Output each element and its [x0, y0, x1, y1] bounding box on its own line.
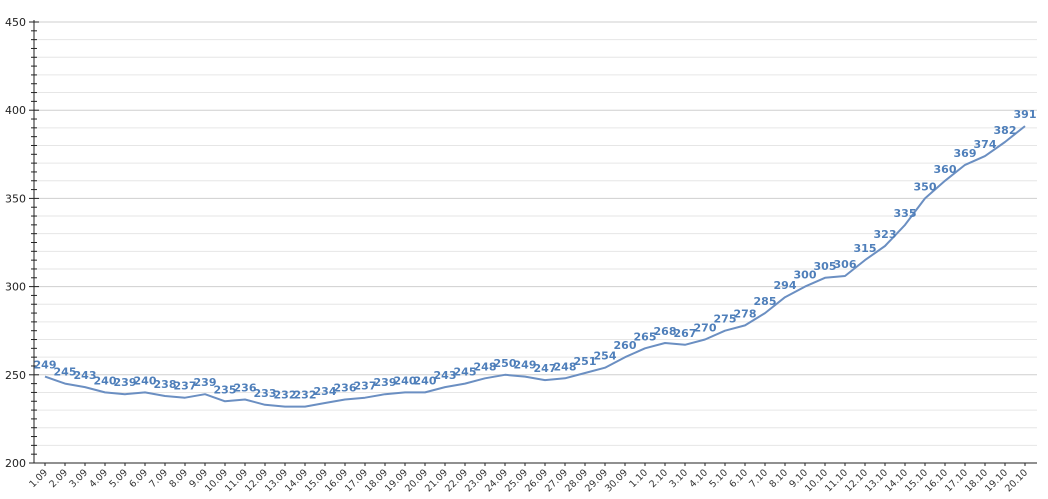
- data-label: 306: [834, 258, 857, 271]
- data-label: 238: [154, 378, 177, 391]
- data-label: 300: [794, 269, 817, 282]
- data-label: 236: [334, 381, 357, 394]
- axes: [29, 20, 1037, 466]
- data-label: 323: [874, 228, 897, 241]
- data-label: 245: [54, 366, 77, 379]
- data-label: 285: [754, 295, 777, 308]
- data-label: 240: [134, 374, 157, 387]
- data-label: 391: [1014, 108, 1037, 121]
- data-label: 278: [734, 307, 757, 320]
- x-tick-label: 20.10: [1003, 467, 1030, 494]
- data-label: 382: [994, 124, 1017, 137]
- y-tick-label: 350: [5, 192, 26, 205]
- data-labels: 2492452432402392402382372392352362332322…: [34, 108, 1037, 401]
- data-label: 239: [374, 376, 397, 389]
- data-label: 254: [594, 350, 617, 363]
- data-label: 267: [674, 327, 697, 340]
- data-label: 235: [214, 383, 237, 396]
- x-tick-label: 4.09: [87, 467, 110, 490]
- data-label: 249: [514, 359, 537, 372]
- data-label: 233: [254, 387, 277, 400]
- data-label: 268: [654, 325, 677, 338]
- data-label: 232: [274, 389, 297, 402]
- data-label: 260: [614, 339, 637, 352]
- data-label: 239: [194, 376, 217, 389]
- data-label: 350: [914, 180, 937, 193]
- data-label: 305: [814, 260, 837, 273]
- grid-lines: [34, 21, 1037, 464]
- data-label: 234: [314, 385, 337, 398]
- data-label: 237: [354, 380, 377, 393]
- data-label: 240: [414, 374, 437, 387]
- x-tick-label: 1.10: [627, 467, 650, 490]
- x-axis-ticks: 1.092.093.094.095.096.097.098.099.0910.0…: [27, 467, 1030, 494]
- data-label: 237: [174, 380, 197, 393]
- x-tick-label: 2.09: [47, 467, 70, 490]
- x-tick-label: 8.10: [767, 467, 790, 490]
- data-label: 239: [114, 376, 137, 389]
- x-tick-label: 30.09: [603, 467, 630, 494]
- x-tick-label: 3.09: [67, 467, 90, 490]
- series-line: [44, 125, 1026, 408]
- data-label: 251: [574, 355, 597, 368]
- data-label: 335: [894, 207, 917, 220]
- x-tick-label: 3.10: [667, 467, 690, 490]
- data-label: 245: [454, 366, 477, 379]
- data-label: 243: [74, 369, 97, 382]
- y-tick-label: 450: [5, 16, 26, 29]
- data-label: 265: [634, 330, 657, 343]
- x-tick-label: 7.09: [147, 467, 170, 490]
- x-tick-label: 2.10: [647, 467, 670, 490]
- data-label: 360: [934, 163, 957, 176]
- data-label: 232: [294, 389, 317, 402]
- y-axis-ticks: 200 250 300 350 400 450: [5, 16, 26, 470]
- data-label: 315: [854, 242, 877, 255]
- x-tick-label: 1.09: [27, 467, 50, 490]
- data-label: 250: [494, 357, 517, 370]
- data-label: 243: [434, 369, 457, 382]
- data-label: 248: [554, 360, 577, 373]
- data-label: 275: [714, 313, 737, 326]
- data-label: 236: [234, 381, 257, 394]
- x-tick-label: 4.10: [687, 467, 710, 490]
- data-label: 369: [954, 147, 977, 160]
- x-tick-label: 5.09: [107, 467, 130, 490]
- x-tick-label: 7.10: [747, 467, 770, 490]
- data-label: 374: [974, 138, 997, 151]
- data-label: 248: [474, 360, 497, 373]
- data-label: 249: [34, 359, 57, 372]
- series-polyline: [44, 125, 1026, 408]
- data-label: 247: [534, 362, 557, 375]
- y-tick-label: 300: [5, 281, 26, 294]
- x-tick-label: 5.10: [707, 467, 730, 490]
- data-label: 240: [394, 374, 417, 387]
- data-label: 270: [694, 322, 717, 335]
- y-tick-label: 250: [5, 369, 26, 382]
- y-tick-label: 400: [5, 104, 26, 117]
- x-tick-label: 6.10: [727, 467, 750, 490]
- data-label: 294: [774, 279, 797, 292]
- x-tick-label: 8.09: [167, 467, 190, 490]
- x-tick-label: 6.09: [127, 467, 150, 490]
- y-tick-label: 200: [5, 457, 26, 470]
- data-label: 240: [94, 374, 117, 387]
